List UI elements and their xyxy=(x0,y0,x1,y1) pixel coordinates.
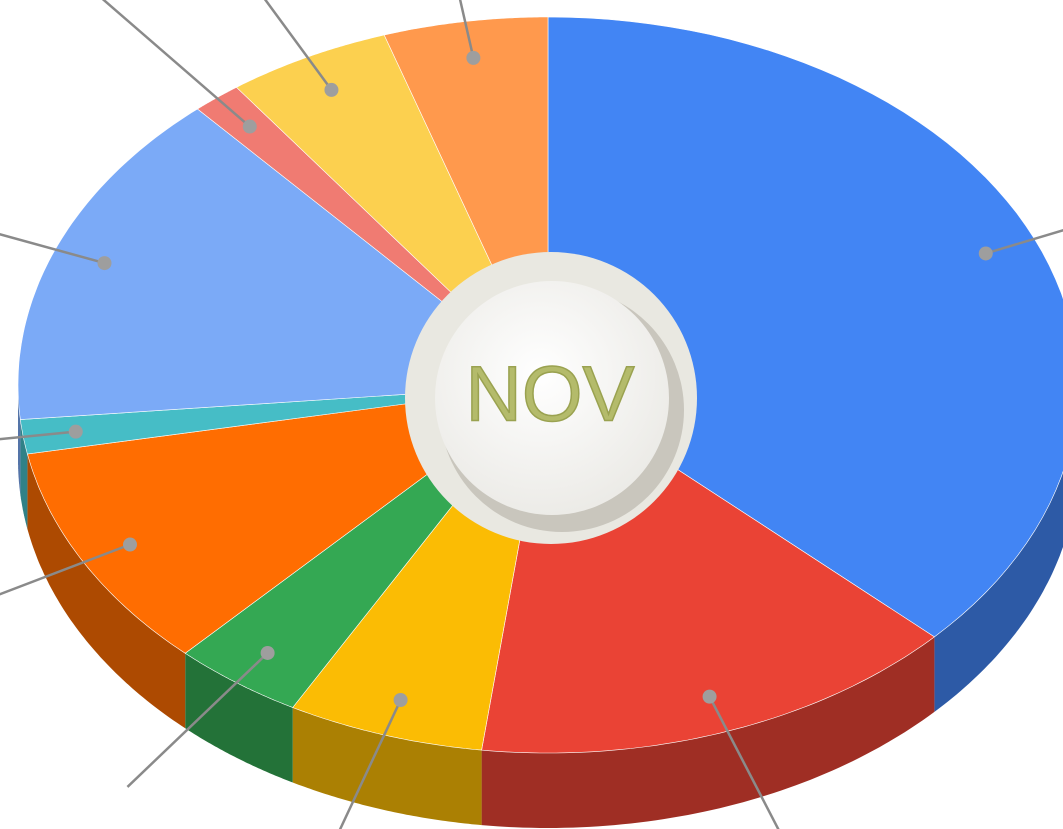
leader-line xyxy=(101,0,251,128)
leader-line xyxy=(458,0,475,59)
leader-line xyxy=(985,228,1063,255)
slice-side xyxy=(292,707,482,826)
leader-dot xyxy=(260,645,275,660)
leader-line xyxy=(338,699,402,829)
slice-side xyxy=(481,636,935,828)
leader-line xyxy=(263,0,333,91)
slice-side xyxy=(185,653,293,783)
slice-side xyxy=(18,385,21,495)
leader-line xyxy=(708,696,780,829)
leader-dot xyxy=(68,424,83,439)
pie-sides xyxy=(18,385,1063,828)
leader-dot xyxy=(97,256,112,271)
leader-line xyxy=(126,652,269,788)
leader-dot xyxy=(702,689,717,704)
leader-line xyxy=(0,430,76,441)
center-badge: NOV xyxy=(405,252,697,544)
leader-line xyxy=(0,543,131,596)
slice-side xyxy=(20,419,28,529)
leader-line xyxy=(0,233,105,265)
badge-inner xyxy=(435,281,669,515)
leader-dot xyxy=(324,82,339,97)
slice-side xyxy=(27,454,186,729)
slice-side xyxy=(934,472,1063,712)
center-label: NOV xyxy=(465,350,634,438)
leader-dot xyxy=(123,537,138,552)
leader-dot xyxy=(242,119,257,134)
leader-dot xyxy=(978,246,993,261)
leader-dot xyxy=(466,50,481,65)
leader-dot xyxy=(393,692,408,707)
